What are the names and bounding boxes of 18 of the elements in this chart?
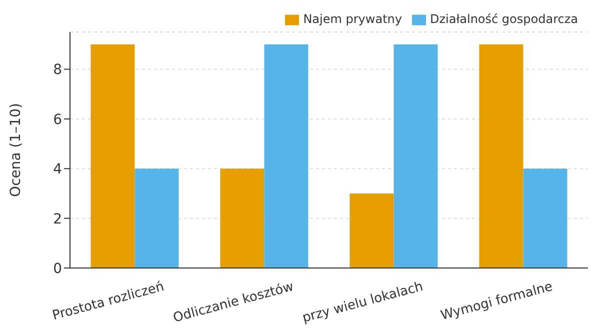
bar	[220, 168, 264, 268]
bar	[523, 168, 568, 268]
y-tick-label: 0	[53, 260, 62, 277]
y-axis-title: Ocena (1–10)	[8, 103, 24, 197]
bar	[134, 168, 179, 268]
bar	[264, 44, 308, 268]
bar	[394, 44, 438, 268]
y-tick-label: 2	[53, 211, 62, 228]
bar	[90, 44, 135, 268]
legend-label: Działalność gospodarcza	[430, 12, 578, 26]
x-tick-label: Wymogi formalne	[439, 279, 554, 324]
y-tick-label: 4	[53, 162, 62, 178]
bar	[350, 193, 394, 268]
bar	[479, 44, 524, 268]
legend-label: Najem prywatny	[303, 12, 402, 26]
y-tick-label: 8	[53, 62, 62, 78]
x-tick-label: przy wielu lokalach	[300, 279, 425, 326]
y-tick-label: 6	[53, 112, 62, 128]
